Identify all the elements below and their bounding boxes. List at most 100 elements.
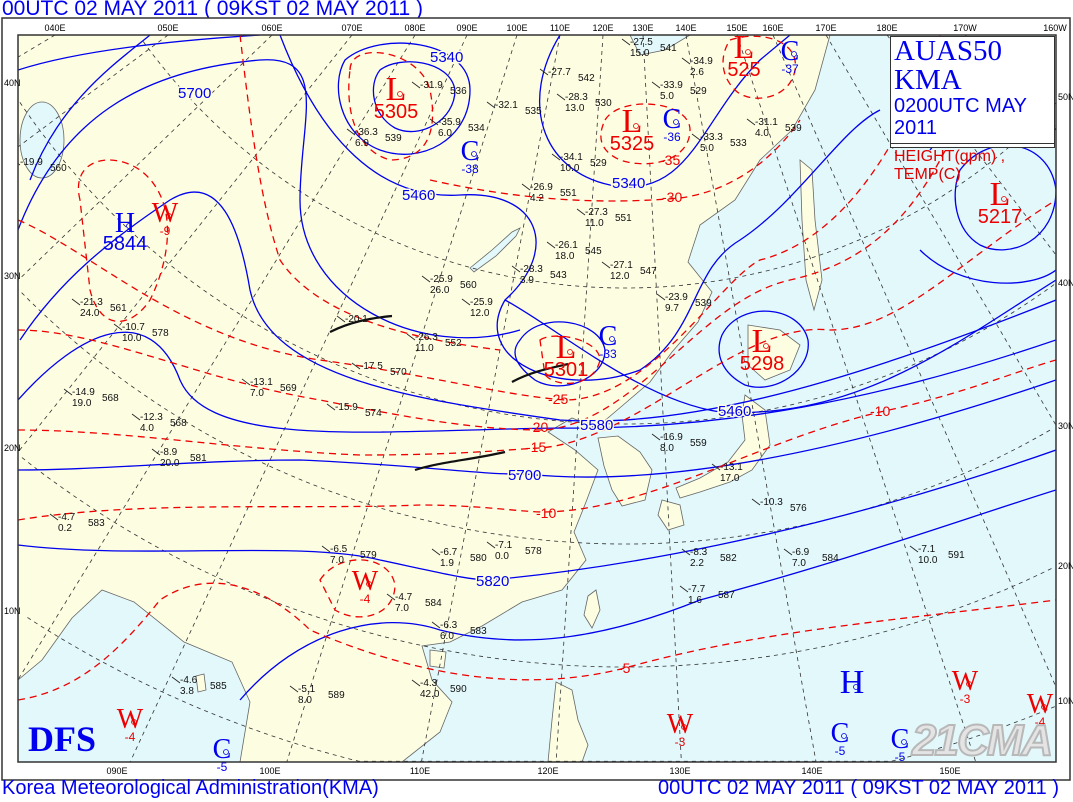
system-value: -36	[663, 130, 681, 144]
station-temperature: -33.9	[660, 80, 683, 91]
station-temperature: -6.7	[440, 547, 458, 558]
station-temperature: -26.3	[415, 332, 438, 343]
temp-contour	[539, 335, 601, 385]
station-plot: -16.98.0 559	[651, 432, 707, 454]
station-height: 552	[445, 338, 462, 349]
fronts	[329, 314, 569, 472]
station-height: 584	[822, 553, 839, 564]
temp-contour	[319, 559, 396, 618]
system-letter-w: W	[1027, 689, 1054, 720]
footer-time: 00UTC 02 MAY 2011 ( 09KST 02 MAY 2011 )	[658, 777, 1059, 799]
station-plot: -23.99.7 539	[656, 292, 712, 314]
station-dewpoint-depression: 2.2	[690, 558, 704, 569]
system-value: -4	[1035, 715, 1046, 729]
station-temperature: -23.9	[665, 292, 688, 303]
temp-contour	[348, 51, 434, 161]
system-value: 5305	[374, 101, 419, 123]
station-plot: -27.515.0 541	[621, 37, 677, 59]
wind-barb	[429, 118, 439, 126]
station-plot: -25.912.0	[461, 297, 493, 319]
front-line	[329, 314, 393, 333]
station-height: 545	[585, 246, 602, 257]
station-height: 589	[328, 690, 345, 701]
height-contour-label: 5340	[430, 49, 463, 66]
station-dewpoint-depression: 11.0	[585, 218, 604, 229]
pressure-system-cold: C-5	[891, 724, 910, 764]
wind-barb	[486, 101, 496, 109]
station-plot: -15.9 574	[326, 402, 382, 419]
station-plot: -26.94.2 551	[521, 182, 577, 204]
height-contour	[19, 191, 1056, 422]
station-temperature: -10.7	[122, 322, 145, 333]
wind-barb	[909, 545, 919, 553]
wind-barb	[386, 593, 396, 601]
system-value: -38	[461, 162, 479, 176]
temperature-contour-label: -20	[528, 419, 548, 435]
station-temperature: -31.9	[420, 80, 443, 91]
station-temperature: -5.1	[298, 684, 316, 695]
system-value: 5301	[544, 359, 589, 381]
station-height: 539	[695, 298, 712, 309]
system-value: -5	[895, 750, 906, 764]
station-dewpoint-depression: 2.6	[690, 67, 704, 78]
station-temperature: -13.1	[720, 462, 743, 473]
station-temperature: -25.9	[470, 297, 493, 308]
station-plot: -13.17.0 569	[241, 377, 297, 399]
station-plot: -7.71.6 587	[679, 584, 735, 606]
temperature-contour-labels: -35 -30 -25-20 -15 -10 -10 -5	[526, 152, 890, 676]
latitude-circle	[19, 455, 1052, 668]
pressure-system-cold: C-36	[663, 104, 682, 144]
wind-barb	[546, 241, 556, 249]
meridian-line	[18, 35, 273, 281]
wind-barb	[691, 133, 701, 141]
station-temperature: -21.3	[80, 297, 103, 308]
legend-product: AUAS50 KMA	[894, 35, 1002, 96]
right-latitude-label: 40N	[1058, 278, 1073, 288]
wind-barb	[461, 298, 471, 306]
system-letter-h: H	[115, 208, 135, 239]
station-plot: -6.97.0 584	[783, 547, 839, 569]
station-plot: -8.920.0 581	[151, 447, 207, 469]
station-height: 580	[470, 553, 487, 564]
station-plot: -31.9 536	[411, 80, 467, 97]
system-center-marker	[853, 684, 859, 690]
station-dewpoint-depression: 6.9	[355, 138, 369, 149]
top-longitude-label: 150E	[726, 23, 747, 33]
top-longitude-label: 100E	[506, 23, 527, 33]
station-dewpoint-depression: 18.0	[555, 251, 575, 262]
wind-barb	[486, 541, 496, 549]
sri-lanka	[195, 673, 207, 693]
station-height: 539	[785, 123, 802, 134]
system-center-marker	[633, 123, 639, 129]
wind-barb	[651, 433, 661, 441]
station-height: 583	[88, 518, 105, 529]
system-letter-w: W	[152, 198, 179, 229]
system-letter-c: C	[599, 321, 618, 352]
temperature-contour-label: -10	[870, 403, 890, 419]
dfs-logo: DFS	[28, 719, 97, 759]
station-temperature: -13.1	[250, 377, 273, 388]
height-contour-label: 5580	[580, 417, 613, 434]
top-longitude-label: 040E	[44, 23, 65, 33]
wind-barb	[336, 315, 346, 323]
height-contour	[18, 35, 261, 71]
right-latitude-label: 20N	[1058, 561, 1073, 571]
pressure-system-warm: W-3	[667, 709, 694, 749]
station-temperature: -4.7	[58, 512, 76, 523]
bottom-longitude-label: 130E	[669, 766, 690, 776]
height-contour	[239, 489, 1056, 701]
temp-contour-minus20	[18, 35, 991, 431]
station-height: 542	[578, 73, 595, 84]
station-dewpoint-depression: 10.0	[918, 555, 938, 566]
station-height: 547	[640, 266, 657, 277]
system-center-marker	[1001, 196, 1007, 202]
system-value: -37	[781, 62, 799, 76]
station-temperature: -12.3	[140, 412, 163, 423]
wind-barb	[131, 413, 141, 421]
wind-barb	[746, 118, 756, 126]
latitude-circle	[141, 38, 1056, 289]
station-dewpoint-depression: 10.0	[560, 163, 580, 174]
